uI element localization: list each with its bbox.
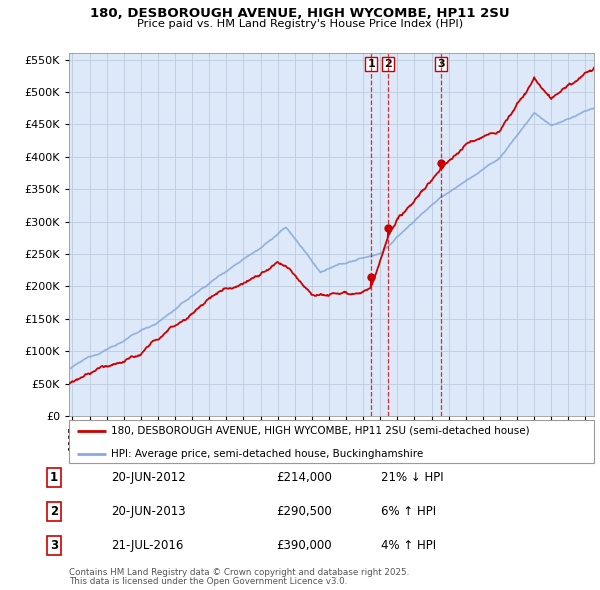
Text: 3: 3: [50, 539, 58, 552]
Text: 1: 1: [50, 471, 58, 484]
Text: 21% ↓ HPI: 21% ↓ HPI: [381, 471, 443, 484]
Text: 6% ↑ HPI: 6% ↑ HPI: [381, 505, 436, 518]
Text: 180, DESBOROUGH AVENUE, HIGH WYCOMBE, HP11 2SU (semi-detached house): 180, DESBOROUGH AVENUE, HIGH WYCOMBE, HP…: [111, 426, 530, 436]
Text: 180, DESBOROUGH AVENUE, HIGH WYCOMBE, HP11 2SU: 180, DESBOROUGH AVENUE, HIGH WYCOMBE, HP…: [90, 7, 510, 20]
Text: 20-JUN-2012: 20-JUN-2012: [111, 471, 186, 484]
FancyBboxPatch shape: [69, 420, 594, 463]
Text: 4% ↑ HPI: 4% ↑ HPI: [381, 539, 436, 552]
Text: 2: 2: [385, 58, 392, 68]
Text: 21-JUL-2016: 21-JUL-2016: [111, 539, 184, 552]
Text: 1: 1: [367, 58, 375, 68]
Text: 3: 3: [437, 58, 445, 68]
Text: Contains HM Land Registry data © Crown copyright and database right 2025.: Contains HM Land Registry data © Crown c…: [69, 568, 409, 577]
Text: £390,000: £390,000: [276, 539, 332, 552]
Text: Price paid vs. HM Land Registry's House Price Index (HPI): Price paid vs. HM Land Registry's House …: [137, 19, 463, 29]
Text: £290,500: £290,500: [276, 505, 332, 518]
Text: This data is licensed under the Open Government Licence v3.0.: This data is licensed under the Open Gov…: [69, 577, 347, 586]
Text: £214,000: £214,000: [276, 471, 332, 484]
Text: 20-JUN-2013: 20-JUN-2013: [111, 505, 185, 518]
Text: 2: 2: [50, 505, 58, 518]
Text: HPI: Average price, semi-detached house, Buckinghamshire: HPI: Average price, semi-detached house,…: [111, 448, 423, 458]
